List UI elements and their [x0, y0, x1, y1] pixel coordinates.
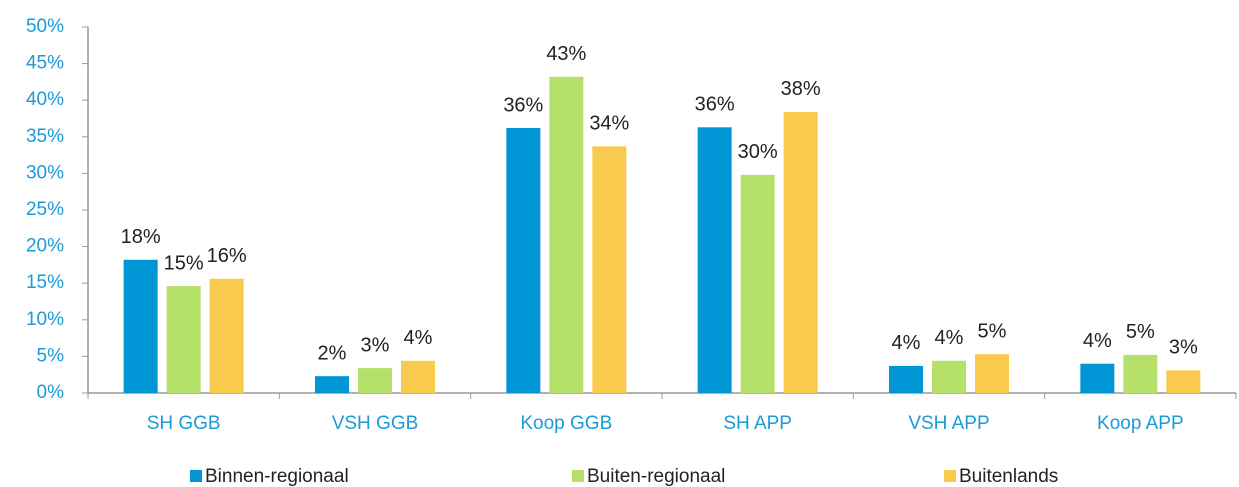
value-label: 18% [121, 226, 161, 248]
bar [740, 174, 775, 393]
bar [166, 286, 201, 393]
y-tick-label: 20% [26, 236, 64, 257]
legend-label: Buitenlands [959, 466, 1058, 487]
bar [1080, 363, 1115, 393]
x-tick-label: SH GGB [147, 413, 221, 434]
legend-swatch [190, 470, 202, 482]
x-tick-label: VSH GGB [332, 413, 419, 434]
bar [697, 127, 732, 393]
bar [358, 368, 392, 393]
value-label: 4% [935, 327, 964, 349]
value-label: 34% [589, 113, 629, 135]
bar [1123, 354, 1158, 393]
value-label: 4% [892, 332, 921, 354]
legend-swatch [944, 470, 956, 482]
legend-label: Binnen-regionaal [205, 466, 349, 487]
x-tick-label: VSH APP [908, 413, 989, 434]
value-label: 3% [1169, 337, 1198, 359]
value-label: 38% [781, 78, 821, 100]
bar [209, 278, 244, 393]
y-tick-label: 30% [26, 162, 64, 183]
value-label: 4% [404, 327, 433, 349]
bar [315, 376, 349, 393]
bar [123, 259, 158, 393]
x-tick-label: Koop GGB [520, 413, 612, 434]
value-label: 5% [1126, 321, 1155, 343]
bar [783, 111, 818, 394]
bar [506, 128, 541, 394]
value-label: 36% [503, 94, 543, 116]
legend-label: Buiten-regionaal [587, 466, 725, 487]
y-tick-label: 5% [37, 345, 65, 366]
bar [549, 76, 584, 393]
value-label: 2% [318, 342, 347, 364]
x-tick-label: Koop APP [1097, 413, 1184, 434]
value-label: 36% [695, 94, 735, 116]
value-label: 4% [1083, 330, 1112, 352]
bar [1166, 370, 1201, 393]
y-tick-label: 40% [26, 89, 64, 110]
bar [889, 365, 923, 393]
bar [975, 354, 1009, 393]
bar [592, 146, 627, 393]
value-label: 5% [978, 320, 1007, 342]
value-label: 15% [164, 252, 204, 274]
y-tick-label: 0% [37, 382, 65, 403]
value-label: 3% [361, 334, 390, 356]
y-tick-label: 50% [26, 16, 64, 37]
legend-swatch [572, 470, 584, 482]
y-tick-label: 35% [26, 126, 64, 147]
x-tick-label: SH APP [723, 413, 792, 434]
value-label: 43% [546, 43, 586, 65]
y-tick-label: 45% [26, 53, 64, 74]
y-tick-label: 10% [26, 309, 64, 330]
bar [401, 360, 435, 393]
bar [932, 360, 966, 393]
y-tick-label: 25% [26, 199, 64, 220]
value-label: 16% [207, 245, 247, 267]
value-label: 30% [738, 141, 778, 163]
y-tick-label: 15% [26, 272, 64, 293]
